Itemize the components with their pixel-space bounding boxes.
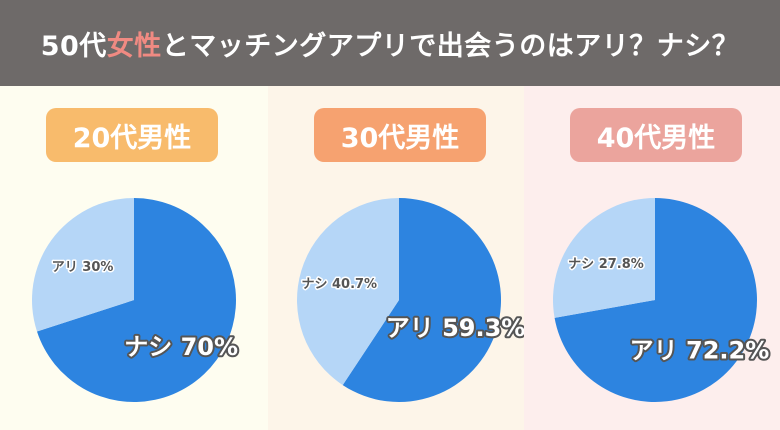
pie-slice-ナシ xyxy=(553,198,655,318)
age-badge: 40代男性 xyxy=(570,108,742,162)
title-highlight: 女性 xyxy=(106,30,162,62)
pie-slice-アリ xyxy=(342,198,501,402)
pie-label-ナシ: ナシ 40.7% xyxy=(301,277,377,292)
pie-slice-アリ xyxy=(554,198,757,403)
pie-label-アリ: アリ 30% xyxy=(52,260,114,275)
panel-30s: 30代男性 アリ 59.3% ナシ 40.7% xyxy=(268,86,527,430)
pie-chart: ナシ 70% アリ 30% xyxy=(31,197,240,402)
panel-20s: 20代男性 ナシ 70% アリ 30% xyxy=(0,86,268,430)
pie-slice-アリ xyxy=(31,197,135,332)
page-header: 50代 女性 とマッチングアプリで出会うのはアリ？ナシ？ xyxy=(0,0,780,86)
pie-label-アリ: アリ 72.2% xyxy=(630,337,770,365)
panel-40s: 40代男性 アリ 72.2% ナシ 27.8% xyxy=(524,86,780,430)
age-badge: 20代男性 xyxy=(46,108,218,162)
pie-chart: アリ 59.3% ナシ 40.7% xyxy=(297,198,527,402)
pie-label-ナシ: ナシ 27.8% xyxy=(568,257,644,272)
title-post: とマッチングアプリで出会うのはアリ？ナシ？ xyxy=(161,30,740,62)
pie-chart: アリ 72.2% ナシ 27.8% xyxy=(553,198,771,403)
title-pre: 50代 xyxy=(40,30,107,62)
age-badge: 30代男性 xyxy=(314,108,486,162)
pie-slice-ナシ xyxy=(297,198,399,386)
pie-slice-ナシ xyxy=(36,198,236,402)
pie-label-ナシ: ナシ 70% xyxy=(124,333,238,361)
pie-label-アリ: アリ 59.3% xyxy=(386,314,526,342)
